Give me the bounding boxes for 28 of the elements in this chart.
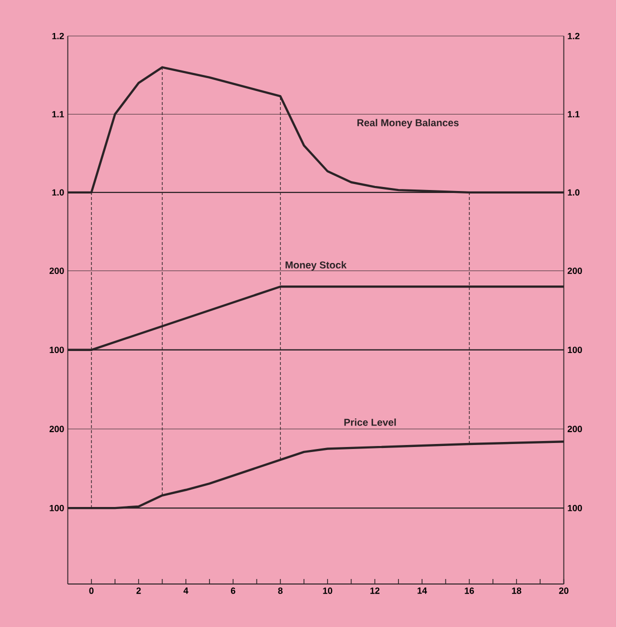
y-tick-label: 1.2 — [52, 32, 64, 40]
y-tick-label: 200 — [50, 268, 64, 274]
y2-tick-label: 1.0 — [568, 189, 580, 196]
x-tick-label: 10 — [323, 588, 332, 594]
y2-tick-label: 200 — [568, 268, 582, 274]
x-tick-label: 14 — [418, 588, 428, 594]
text: Price Level — [344, 418, 396, 426]
y2-tick-label: 1.2 — [568, 32, 580, 40]
y2-tick-label: 100 — [568, 346, 582, 354]
series-label: Money Stock — [286, 261, 347, 270]
text: Real Money Balances — [358, 118, 459, 128]
y-tick-label: 100 — [50, 346, 64, 354]
x-tick-label: 20 — [559, 588, 569, 594]
y2-tick-label: 1.1 — [568, 111, 580, 118]
x-tick-label: 4 — [184, 588, 188, 594]
y2-tick-label: 100 — [568, 504, 582, 512]
y2-tick-label: 200 — [568, 426, 582, 432]
x-tick-label: 0 — [89, 588, 94, 594]
x-tick-label: 2 — [136, 588, 141, 594]
x-tick-label: 8 — [278, 588, 283, 594]
x-tick-label: 16 — [464, 588, 474, 594]
y-tick-label: 1.0 — [52, 189, 64, 196]
y-tick-label: 1.1 — [52, 111, 64, 118]
y-tick-label: 100 — [50, 504, 64, 512]
x-tick-label: 18 — [512, 588, 522, 594]
x-tick-label: 6 — [231, 588, 236, 594]
x-tick-label: 12 — [370, 588, 380, 594]
y-tick-label: 200 — [50, 426, 64, 432]
